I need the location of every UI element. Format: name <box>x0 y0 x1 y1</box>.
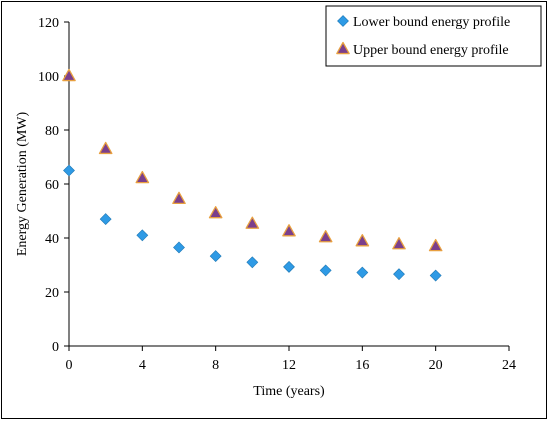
y-tick-label: 120 <box>38 16 59 31</box>
data-point <box>245 216 260 229</box>
x-axis-title: Time (years) <box>253 384 325 399</box>
data-point <box>392 237 406 250</box>
data-point <box>319 264 332 277</box>
x-tick-label: 12 <box>282 358 296 373</box>
y-tick-label: 20 <box>45 286 59 301</box>
y-tick-label: 40 <box>45 232 59 247</box>
data-point <box>283 260 295 273</box>
x-tick-label: 8 <box>212 358 219 373</box>
legend-marker <box>337 15 349 27</box>
data-point <box>173 241 185 254</box>
x-tick-label: 4 <box>139 358 146 373</box>
data-point <box>356 266 369 279</box>
data-point <box>318 230 333 243</box>
x-tick-label: 24 <box>502 358 516 373</box>
axis-ticks: 0 4 8 12 16 20 24 0 20 40 60 80 100 120 <box>38 16 516 373</box>
data-point <box>63 164 75 177</box>
x-tick-label: 20 <box>429 358 443 373</box>
legend: Lower bound energy profile Upper bound en… <box>325 5 542 67</box>
data-point <box>208 206 223 219</box>
data-point <box>209 250 222 263</box>
series-2 <box>62 68 443 252</box>
axes <box>68 22 509 347</box>
data-point <box>282 224 296 237</box>
data-point <box>172 191 186 205</box>
x-tick-label: 16 <box>355 358 369 373</box>
data-point <box>135 170 150 184</box>
data-point <box>136 229 149 242</box>
legend-label: Lower bound energy profile <box>353 15 510 30</box>
data-point <box>428 238 443 252</box>
data-point <box>98 141 113 155</box>
legend-marker <box>336 41 350 55</box>
data-point <box>62 68 76 82</box>
legend-label: Upper bound energy profile <box>353 43 509 58</box>
data-point <box>393 268 405 281</box>
x-tick-label: 0 <box>66 358 73 373</box>
data-point <box>246 256 259 269</box>
data-point <box>355 234 370 247</box>
y-tick-label: 0 <box>52 340 59 355</box>
data-points <box>62 68 443 282</box>
y-tick-label: 80 <box>45 124 59 139</box>
data-point <box>429 269 442 282</box>
series-1 <box>63 164 442 282</box>
y-tick-label: 100 <box>38 70 59 85</box>
y-axis-title: Energy Generation (MW) <box>15 111 30 256</box>
legend-box <box>325 5 542 67</box>
y-tick-label: 60 <box>45 178 59 193</box>
data-point <box>99 213 112 226</box>
